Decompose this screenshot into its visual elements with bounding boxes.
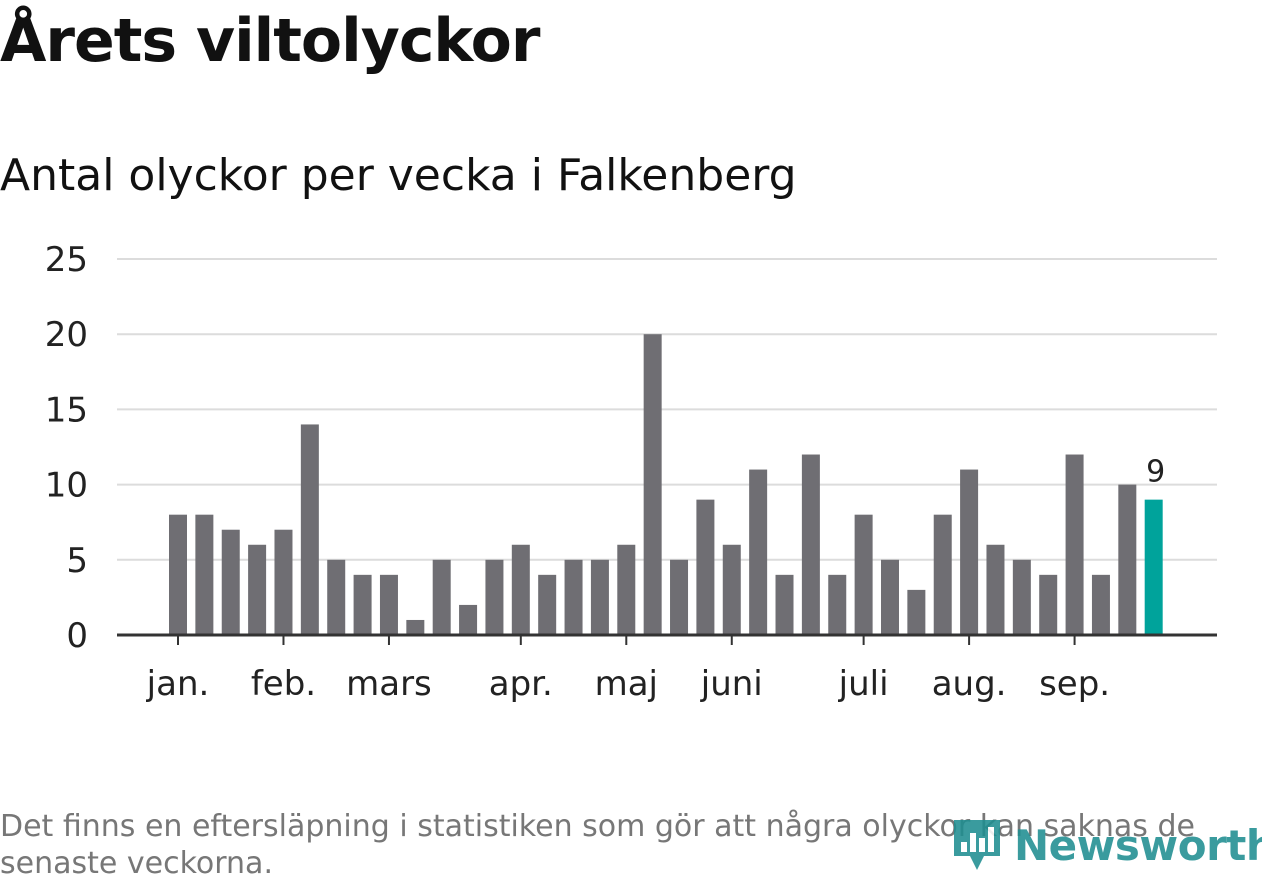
bar-week-20 — [670, 559, 689, 635]
bar-chart: 0 5 10 15 20 25 jan. feb. mars apr. maj juni juli au… — [45, 240, 1217, 704]
chart-title: Årets viltolyckor — [0, 6, 540, 76]
x-tick-label-juni: juni — [700, 664, 763, 704]
bar-week-30 — [933, 514, 952, 635]
bar-week-5 — [274, 529, 293, 635]
y-tick-label-25: 25 — [45, 240, 88, 280]
newsworthy-logo: Newsworthy — [950, 814, 1262, 876]
bar-week-13 — [485, 559, 504, 635]
bar-week-4 — [248, 544, 267, 635]
bar-week-28 — [880, 559, 899, 635]
logo-text: Newsworthy — [1014, 820, 1262, 870]
y-axis-ticks: 0 5 10 15 20 25 — [45, 240, 88, 656]
bar-week-26 — [828, 574, 847, 635]
bar-week-7 — [327, 559, 346, 635]
grid-lines — [117, 258, 1217, 561]
x-axis — [117, 633, 1217, 645]
bar-week-1 — [169, 514, 187, 635]
bar-week-22 — [722, 544, 741, 635]
bar-week-38 — [1144, 499, 1163, 635]
x-tick-label-mars: mars — [346, 664, 432, 704]
x-axis-month-labels: jan. feb. mars apr. maj juni juli aug. sep. — [146, 664, 1110, 704]
x-tick-label-sep: sep. — [1039, 664, 1110, 704]
bar-week-17 — [590, 559, 609, 635]
bar-week-21 — [696, 499, 715, 635]
y-tick-label-0: 0 — [66, 616, 88, 656]
bar-week-19 — [643, 334, 662, 635]
bar-week-16 — [564, 559, 583, 635]
bar-week-2 — [195, 514, 214, 635]
bar-week-23 — [749, 469, 768, 635]
bar-week-33 — [1012, 559, 1031, 635]
bar-week-35 — [1065, 454, 1084, 635]
x-tick-label-aug: aug. — [932, 664, 1007, 704]
y-tick-label-15: 15 — [45, 390, 88, 430]
bar-week-34 — [1039, 574, 1058, 635]
y-tick-label-10: 10 — [45, 466, 88, 506]
y-tick-label-20: 20 — [45, 315, 88, 355]
bar-week-31 — [960, 469, 979, 635]
bar-week-37 — [1118, 484, 1137, 635]
x-tick-label-apr: apr. — [489, 664, 553, 704]
bar-week-18 — [617, 544, 636, 635]
y-tick-label-5: 5 — [66, 541, 88, 581]
bar-week-12 — [459, 604, 478, 635]
chart-subtitle: Antal olyckor per vecka i Falkenberg — [0, 150, 797, 201]
bar-week-14 — [511, 544, 530, 635]
bar-week-10 — [406, 619, 425, 635]
bar-week-32 — [986, 544, 1005, 635]
x-tick-label-jan: jan. — [146, 664, 210, 704]
bar-week-27 — [854, 514, 873, 635]
bar-week-3 — [221, 529, 240, 635]
x-tick-label-feb: feb. — [251, 664, 316, 704]
x-tick-label-juli: juli — [838, 664, 889, 704]
bar-week-8 — [353, 574, 372, 635]
x-tick-label-maj: maj — [595, 664, 658, 704]
bar-week-15 — [538, 574, 557, 635]
bar-week-36 — [1091, 574, 1110, 635]
bar-week-6 — [300, 424, 319, 635]
bar-chart-pin-icon — [954, 820, 1000, 870]
bars — [169, 334, 1163, 635]
data-label-week-38: 9 — [1146, 455, 1165, 490]
bar-week-24 — [775, 574, 794, 635]
bar-week-25 — [801, 454, 820, 635]
data-labels: 9 — [1146, 455, 1165, 490]
bar-week-11 — [432, 559, 451, 635]
bar-week-29 — [907, 589, 926, 635]
bar-week-9 — [379, 574, 398, 635]
